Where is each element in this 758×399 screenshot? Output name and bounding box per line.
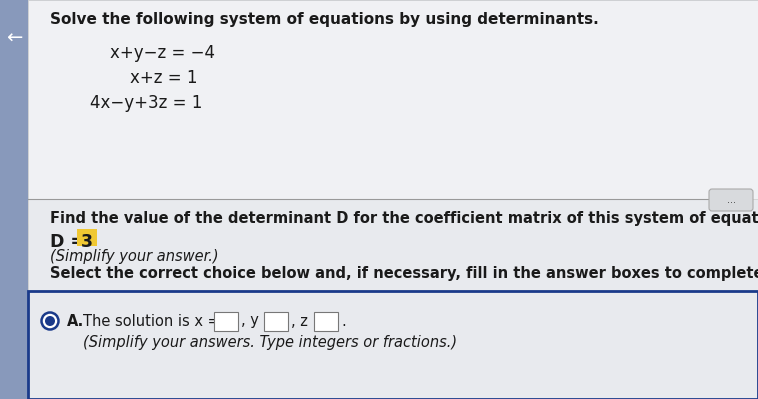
Text: .: . [341, 314, 346, 328]
Text: , z =: , z = [291, 314, 324, 328]
Text: Solve the following system of equations by using determinants.: Solve the following system of equations … [50, 12, 599, 27]
Text: 3: 3 [81, 233, 93, 251]
FancyBboxPatch shape [264, 312, 288, 331]
Text: D =: D = [50, 233, 91, 251]
Text: Select the correct choice below and, if necessary, fill in the answer boxes to c: Select the correct choice below and, if … [50, 266, 758, 281]
FancyBboxPatch shape [77, 229, 97, 246]
Text: ←: ← [6, 29, 22, 48]
Text: ...: ... [726, 195, 735, 205]
Text: , y =: , y = [241, 314, 276, 328]
FancyBboxPatch shape [314, 312, 338, 331]
FancyBboxPatch shape [214, 312, 238, 331]
Text: A.: A. [67, 314, 84, 328]
FancyBboxPatch shape [0, 0, 28, 399]
Text: x+y−z = −4: x+y−z = −4 [110, 44, 215, 62]
Circle shape [45, 316, 55, 326]
Text: (Simplify your answer.): (Simplify your answer.) [50, 249, 218, 264]
FancyBboxPatch shape [28, 0, 758, 224]
FancyBboxPatch shape [28, 199, 758, 399]
FancyBboxPatch shape [709, 189, 753, 211]
Text: (Simplify your answers. Type integers or fractions.): (Simplify your answers. Type integers or… [83, 336, 457, 350]
Text: Find the value of the determinant D for the coefficient matrix of this system of: Find the value of the determinant D for … [50, 211, 758, 226]
Text: x+z = 1: x+z = 1 [130, 69, 198, 87]
Text: 4x−y+3z = 1: 4x−y+3z = 1 [90, 94, 202, 112]
Text: The solution is x =: The solution is x = [83, 314, 220, 328]
FancyBboxPatch shape [28, 291, 758, 399]
Circle shape [42, 312, 58, 330]
